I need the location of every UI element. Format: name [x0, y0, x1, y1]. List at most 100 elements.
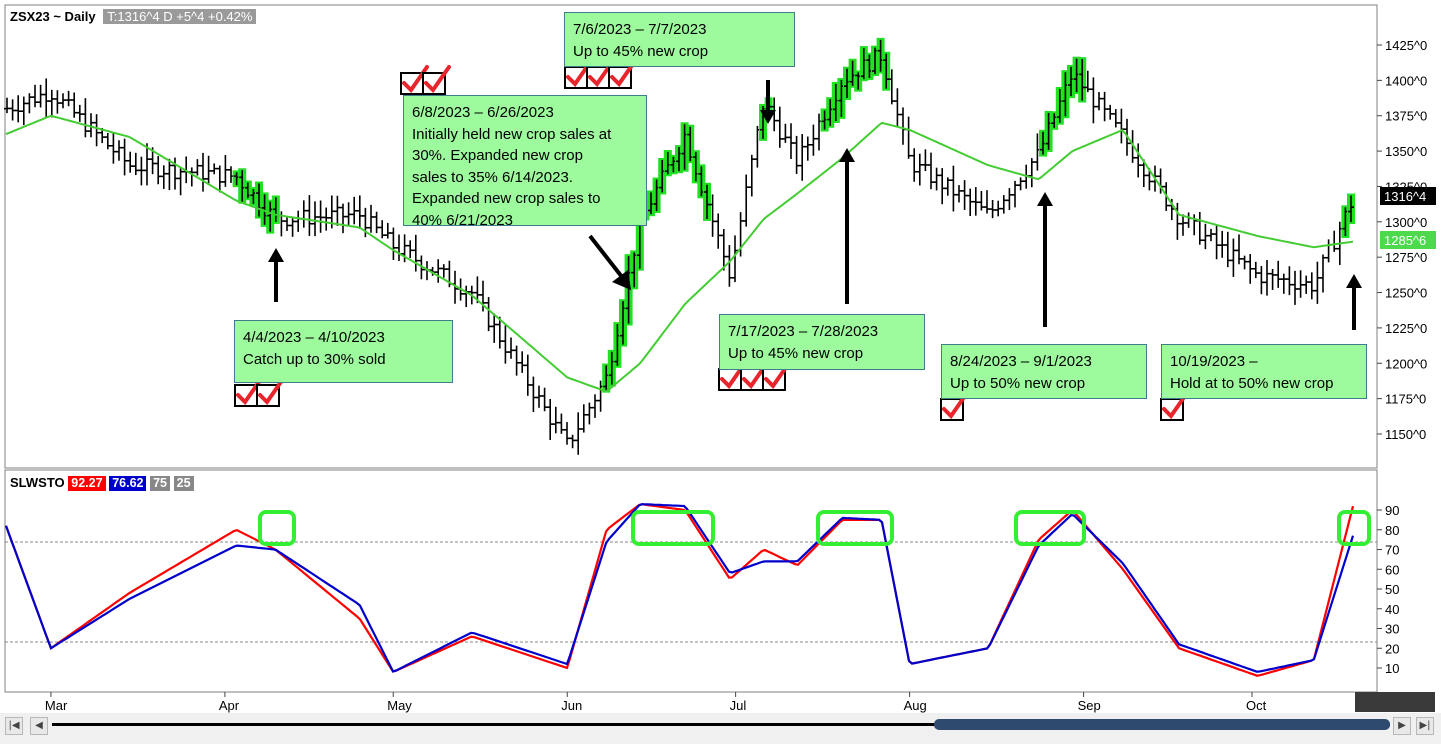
osc-tick-label: 10: [1385, 661, 1399, 676]
osc-d-badge: 76.62: [109, 476, 147, 491]
osc-tick-label: 40: [1385, 602, 1399, 617]
check-icon: [424, 65, 451, 94]
axis-corner-block: [1355, 692, 1435, 712]
check-icon: [610, 59, 637, 88]
scroll-track[interactable]: [52, 723, 1390, 726]
last-price-label: 1316^4: [1384, 189, 1426, 204]
month-label: Oct: [1246, 698, 1267, 713]
checkmark-group: [234, 377, 285, 407]
osc-k-badge: 92.27: [68, 476, 106, 491]
scroll-thumb[interactable]: [934, 719, 1390, 730]
stoch-d-line: [4, 503, 1355, 673]
annotation-line: Hold at to 50% new crop: [1170, 374, 1334, 392]
price-tick-label: 1200^0: [1385, 356, 1427, 371]
annotation-line: Up to 45% new crop: [728, 344, 864, 362]
oval-jul: [816, 510, 894, 546]
stoch-k-line: [4, 503, 1355, 677]
annotation-line: Catch up to 30% sold: [243, 350, 386, 368]
annotation-line: 8/24/2023 – 9/1/2023: [950, 353, 1092, 370]
osc-name: SLWSTO: [10, 475, 65, 490]
annotation-box-apr4: 4/4/2023 – 4/10/2023 Catch up to 30% sol…: [234, 320, 453, 383]
month-label: Mar: [45, 698, 68, 713]
oscillator-axis: 90 80 70 60 50 40 30 20 10: [1377, 503, 1399, 676]
annotation-line: Initially held new crop sales at: [412, 125, 612, 143]
annotation-line: sales to 35% 6/14/2023.: [412, 168, 573, 186]
osc-tick-label: 60: [1385, 562, 1399, 577]
ma-label: 1285^6: [1384, 233, 1426, 248]
osc-tick-label: 50: [1385, 582, 1399, 597]
price-axis: 1425^01400^01375^01350^01325^01300^01275…: [1377, 38, 1427, 442]
price-tick-label: 1300^0: [1385, 215, 1427, 230]
check-icon: [942, 391, 969, 420]
annotation-line: 10/19/2023 –: [1170, 353, 1258, 370]
annotation-line: Up to 50% new crop: [950, 374, 1086, 392]
symbol-label: ZSX23 ~ Daily: [10, 9, 96, 24]
price-pane: [4, 4, 1378, 469]
checkmark-group: [940, 391, 969, 421]
checkmark-groups: [234, 59, 1189, 421]
price-tick-label: 1425^0: [1385, 38, 1427, 53]
oval-oct: [1337, 510, 1371, 546]
price-tick-label: 1375^0: [1385, 109, 1427, 124]
oscillator-pane: [4, 469, 1378, 693]
check-icon: [566, 59, 593, 88]
month-label: Apr: [219, 698, 240, 713]
price-tick-label: 1175^0: [1385, 392, 1426, 407]
moving-average-line: [5, 114, 1354, 393]
month-label: Sep: [1078, 698, 1101, 713]
check-icon: [742, 361, 769, 390]
month-label: Jul: [730, 698, 747, 713]
price-tick-label: 1350^0: [1385, 144, 1427, 159]
check-icon: [236, 377, 263, 406]
osc-tick-label: 80: [1385, 523, 1399, 538]
oscillator-ovals: [258, 510, 1371, 546]
scroll-last-button[interactable]: ▶|: [1416, 717, 1434, 735]
check-icon: [588, 59, 615, 88]
month-axis: Mar Apr May Jun Jul Aug Sep Oct: [45, 692, 1267, 713]
osc-tick-label: 30: [1385, 622, 1399, 637]
scroll-right-button[interactable]: ▶: [1393, 717, 1411, 735]
osc-tick-label: 70: [1385, 543, 1399, 558]
annotation-line: 6/8/2023 – 6/26/2023: [412, 104, 554, 121]
annotation-line: 40% 6/21/2023: [412, 211, 513, 229]
month-label: May: [387, 698, 412, 713]
check-icon: [402, 65, 429, 94]
ma-tag: [1380, 231, 1436, 249]
annotation-line: 30%. Expanded new crop: [412, 147, 583, 164]
month-label: Aug: [904, 698, 927, 713]
osc-lower-badge: 25: [173, 476, 194, 491]
quote-badge: T:1316^4 D +5^4 +0.42%: [103, 9, 257, 24]
annotation-box-aug24: 8/24/2023 – 9/1/2023 Up to 50% new crop: [941, 344, 1147, 399]
annotation-arrows: [268, 80, 1362, 330]
price-tick-label: 1275^0: [1385, 250, 1427, 265]
oval-jun: [631, 510, 715, 546]
annotation-line: 7/6/2023 – 7/7/2023: [573, 21, 707, 38]
checkmark-group: [400, 65, 451, 95]
checkmark-group: [1160, 391, 1189, 421]
annotation-line: Expanded new crop sales to: [412, 190, 601, 207]
chart-header: ZSX23 ~ Daily T:1316^4 D +5^4 +0.42%: [10, 9, 257, 24]
price-tick-label: 1400^0: [1385, 73, 1427, 88]
last-price-tag: [1380, 187, 1436, 205]
check-icon: [720, 361, 747, 390]
month-label: Jun: [561, 698, 582, 713]
arrow-diag-jun: [588, 234, 624, 279]
oscillator-header: SLWSTO 92.27 76.62 75 25: [10, 475, 194, 491]
annotation-line: 4/4/2023 – 4/10/2023: [243, 329, 385, 346]
osc-tick-label: 20: [1385, 641, 1399, 656]
oval-apr: [258, 510, 296, 546]
price-tick-label: 1225^0: [1385, 321, 1427, 336]
annotation-line: 7/17/2023 – 7/28/2023: [728, 323, 879, 340]
scroll-first-button[interactable]: |◀: [5, 717, 23, 735]
osc-tick-label: 90: [1385, 503, 1399, 518]
checkmark-group: [564, 59, 637, 89]
price-bars: [4, 37, 1355, 455]
osc-upper-badge: 75: [150, 476, 170, 491]
check-icon: [764, 361, 791, 390]
price-tick-label: 1150^0: [1385, 427, 1426, 442]
scroll-left-button[interactable]: ◀: [30, 717, 48, 735]
annotation-box-jun8: 6/8/2023 – 6/26/2023 Initially held new …: [403, 95, 647, 229]
annotation-box-jul6: 7/6/2023 – 7/7/2023 Up to 45% new crop: [564, 12, 795, 67]
annotation-line: Up to 45% new crop: [573, 42, 709, 60]
check-icon: [258, 377, 285, 406]
